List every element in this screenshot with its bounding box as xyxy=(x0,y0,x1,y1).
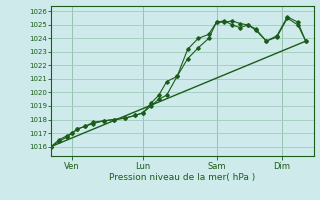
X-axis label: Pression niveau de la mer( hPa ): Pression niveau de la mer( hPa ) xyxy=(109,173,256,182)
